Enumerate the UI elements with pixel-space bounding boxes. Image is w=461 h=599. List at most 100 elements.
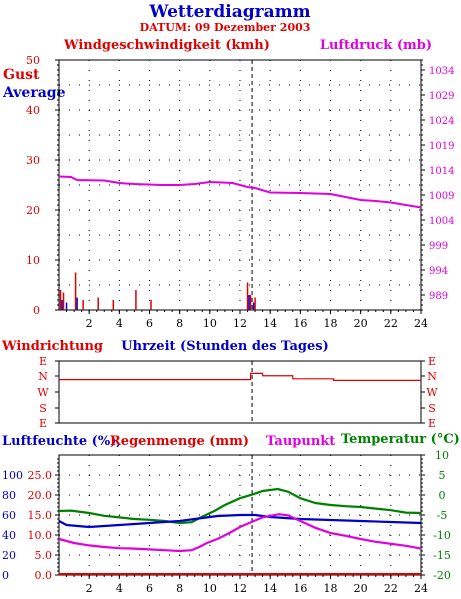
panel1-pressure-ticks: 989 994 999 1004 1009 1014 1019 1024 1029 1034 xyxy=(421,59,454,311)
panel3-temperature-tick-label: 5 xyxy=(439,469,446,482)
panel3-hour-tick-label: 22 xyxy=(384,582,398,595)
panel1-wind-tick-label: 50 xyxy=(26,54,40,67)
panel3-temperature-ticks: 10 5 0 -5 -10 -15 -20 xyxy=(421,449,451,582)
panel3-rain-tick-label: 20.0 xyxy=(28,489,53,502)
dewpoint-line xyxy=(58,513,422,553)
panel1-hour-ticks: 2 4 6 8 10 12 14 16 18 20 22 24 xyxy=(66,310,428,330)
panel3-hour-tick-label: 6 xyxy=(146,582,153,595)
panel1-wind-tick-label: 20 xyxy=(26,204,40,217)
panel3-humidity-tick-label: 40 xyxy=(2,529,16,542)
panel1-hour-tick-label: 18 xyxy=(324,317,338,330)
chart-date: DATUM: 09 Dezember 2003 xyxy=(140,21,311,34)
panel1-pressure-tick-label: 1029 xyxy=(429,91,454,102)
panel1-hour-tick-label: 4 xyxy=(116,317,123,330)
panel2-left-direction-label: E xyxy=(39,355,47,368)
panel1-wind-ticks: 0 10 20 30 40 50 xyxy=(26,54,59,317)
gust-legend: Gust xyxy=(3,67,40,83)
panel3-rain-tick-label: 15.0 xyxy=(28,509,53,522)
panel3-rain-tick-label: 25.0 xyxy=(28,469,53,482)
panel1-hour-tick-label: 24 xyxy=(414,317,428,330)
panel3-hour-tick-label: 14 xyxy=(263,582,277,595)
panel1-pressure-tick-label: 989 xyxy=(429,291,448,302)
panel1-hour-tick-label: 8 xyxy=(176,317,183,330)
panel1-pressure-tick-label: 1034 xyxy=(429,66,454,77)
panel3-series xyxy=(58,487,422,575)
panel3-temperature-tick-label: -5 xyxy=(437,509,448,522)
panel2-left-direction-label: E xyxy=(39,417,47,430)
panel3-hour-tick-label: 10 xyxy=(203,582,217,595)
panel3-rain-tick-label: 5.0 xyxy=(35,549,53,562)
chart-title: Wetterdiagramm xyxy=(148,2,310,22)
panel3-humidity-tick-label: 0 xyxy=(2,569,9,582)
panel1-hour-tick-label: 14 xyxy=(263,317,277,330)
hour-axis-title: Uhrzeit (Stunden des Tages) xyxy=(121,339,328,354)
panel1-wind-tick-label: 0 xyxy=(33,304,40,317)
panel1-pressure-tick-label: 1019 xyxy=(429,141,454,152)
panel1-pressure-tick-label: 1004 xyxy=(429,216,454,227)
wind-speed-axis-title: Windgeschwindigkeit (kmh) xyxy=(63,38,270,53)
wind-direction-line xyxy=(59,372,421,381)
panel2-direction-ticks: E EN NW WS SE E xyxy=(37,355,438,430)
panel1-pressure-tick-label: 1024 xyxy=(429,116,454,127)
panel3-rain-tick-label: 0.0 xyxy=(35,569,53,582)
panel2-right-direction-label: E xyxy=(428,355,436,368)
panel3-humidity-tick-label: 60 xyxy=(2,509,16,522)
panel2-series xyxy=(59,372,421,381)
wind-direction-title: Windrichtung xyxy=(1,339,103,354)
panel2-left-direction-label: N xyxy=(38,370,48,383)
panel3-grid xyxy=(59,455,421,575)
temperature-line xyxy=(58,487,422,525)
panel2-right-direction-label: W xyxy=(426,386,438,399)
dewpoint-legend: Taupunkt xyxy=(266,434,335,449)
panel1-series xyxy=(58,175,422,310)
panel3-temperature-tick-label: -15 xyxy=(433,549,451,562)
pressure-axis-title: Luftdruck (mb) xyxy=(320,38,432,53)
panel3-hour-tick-label: 18 xyxy=(324,582,338,595)
panel1-hour-tick-label: 20 xyxy=(354,317,368,330)
rain-axis-title: Regenmenge (mm) xyxy=(110,434,249,449)
panel3-humidity-rain-ticks: 0 0.0 20 5.0 40 10.0 60 15.0 80 20.0 100 25.0 xyxy=(2,458,59,582)
average-legend: Average xyxy=(2,85,66,101)
panel3-hour-tick-label: 16 xyxy=(293,582,307,595)
panel1-wind-tick-label: 30 xyxy=(26,154,40,167)
panel3-humidity-tick-label: 80 xyxy=(2,489,16,502)
panel1-pressure-tick-label: 999 xyxy=(429,241,448,252)
panel1-hour-tick-label: 10 xyxy=(203,317,217,330)
panel1-hour-tick-label: 2 xyxy=(86,317,93,330)
panel3-temperature-tick-label: -10 xyxy=(433,529,451,542)
panel3-hour-tick-label: 4 xyxy=(116,582,123,595)
panel3-hour-tick-label: 12 xyxy=(233,582,247,595)
humidity-axis-title: Luftfeuchte (%), xyxy=(2,434,121,449)
panel3-hour-tick-label: 24 xyxy=(414,582,428,595)
panel3-temperature-tick-label: 10 xyxy=(435,449,449,462)
humidity-line xyxy=(58,513,422,529)
panel2-left-direction-label: S xyxy=(39,402,47,415)
panel3-hour-ticks: 2 4 6 8 10 12 14 16 18 20 22 24 xyxy=(66,575,428,595)
panel1-hour-tick-label: 16 xyxy=(293,317,307,330)
panel3-humidity-tick-label: 20 xyxy=(2,549,16,562)
panel2-right-direction-label: S xyxy=(428,402,436,415)
panel1-pressure-tick-label: 1009 xyxy=(429,191,454,202)
panel3-hour-tick-label: 2 xyxy=(86,582,93,595)
panel1-wind-tick-label: 40 xyxy=(26,104,40,117)
panel2-right-direction-label: N xyxy=(427,370,437,383)
panel2-left-direction-label: W xyxy=(37,386,49,399)
temperature-axis-title: Temperatur (°C) xyxy=(341,432,460,447)
panel1-wind-tick-label: 10 xyxy=(26,254,40,267)
panel3-temperature-tick-label: 0 xyxy=(439,489,446,502)
panel3-rain-tick-label: 10.0 xyxy=(28,529,53,542)
panel1-hour-tick-label: 22 xyxy=(384,317,398,330)
panel2-right-direction-label: E xyxy=(428,417,436,430)
panel1-pressure-tick-label: 1014 xyxy=(429,166,454,177)
panel3-hour-tick-label: 20 xyxy=(354,582,368,595)
panel2-frame xyxy=(58,360,422,424)
panel1-hour-tick-label: 12 xyxy=(233,317,247,330)
panel3-temperature-tick-label: -20 xyxy=(433,569,451,582)
panel3-hour-tick-label: 8 xyxy=(176,582,183,595)
panel3-humidity-tick-label: 100 xyxy=(2,469,23,482)
pressure-line xyxy=(58,175,422,209)
panel1-hour-tick-label: 6 xyxy=(146,317,153,330)
panel1-pressure-tick-label: 994 xyxy=(429,266,448,277)
